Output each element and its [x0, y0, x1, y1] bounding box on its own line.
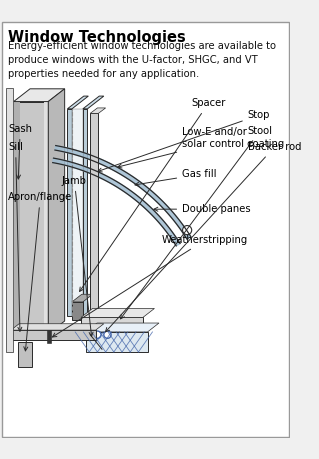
Polygon shape	[85, 323, 159, 332]
Polygon shape	[90, 108, 106, 113]
Polygon shape	[67, 96, 88, 109]
Bar	[18, 342, 32, 368]
Text: Low-E and/or
solar control coating: Low-E and/or solar control coating	[118, 127, 284, 168]
Bar	[81, 326, 129, 332]
Polygon shape	[83, 96, 104, 109]
Text: Energy-efficient window technologies are available to
produce windows with the U: Energy-efficient window technologies are…	[8, 41, 276, 78]
Bar	[81, 317, 143, 326]
Text: Apron/flange: Apron/flange	[8, 192, 72, 351]
Circle shape	[104, 331, 111, 338]
Text: Jamb: Jamb	[62, 176, 93, 336]
Polygon shape	[55, 146, 191, 239]
Polygon shape	[14, 89, 65, 101]
Bar	[90, 113, 98, 311]
Text: Spacer: Spacer	[79, 98, 226, 291]
Text: Stop: Stop	[98, 110, 270, 172]
Text: Stool: Stool	[121, 126, 273, 319]
Bar	[44, 101, 48, 334]
Text: Weatherstripping: Weatherstripping	[52, 235, 249, 337]
Polygon shape	[6, 88, 13, 352]
Polygon shape	[48, 89, 65, 334]
Bar	[72, 109, 83, 315]
Text: Backer rod: Backer rod	[106, 142, 301, 332]
Polygon shape	[53, 158, 180, 246]
Text: Sill: Sill	[8, 142, 23, 331]
Polygon shape	[72, 294, 93, 302]
Polygon shape	[11, 324, 104, 330]
Text: Sash: Sash	[8, 124, 32, 179]
Bar	[67, 109, 72, 315]
Bar	[72, 302, 83, 320]
Polygon shape	[81, 308, 154, 317]
Text: Window Technologies: Window Technologies	[8, 30, 186, 45]
Bar	[83, 109, 87, 315]
Bar	[85, 332, 147, 352]
Bar	[11, 330, 96, 340]
Text: Double panes: Double panes	[154, 204, 251, 214]
Circle shape	[182, 225, 192, 235]
Bar	[47, 330, 51, 343]
Bar	[14, 101, 20, 334]
Bar	[14, 101, 48, 334]
Circle shape	[94, 331, 101, 338]
Text: Gas fill: Gas fill	[135, 169, 217, 186]
